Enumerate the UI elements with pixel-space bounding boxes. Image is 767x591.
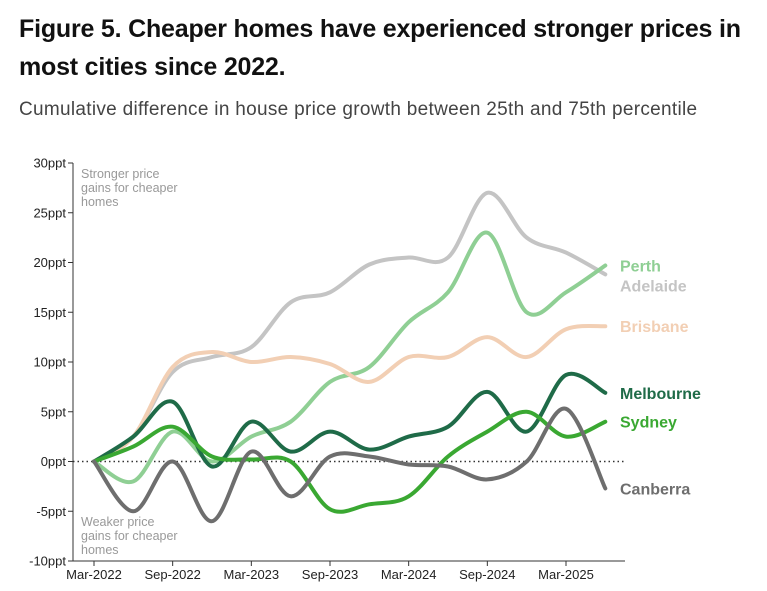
x-tick-label-sep-2024: Sep-2024 (459, 567, 515, 582)
series-line-canberra (92, 406, 608, 524)
y-tick-label-30ppt: 30ppt (33, 156, 66, 171)
y-tick-label-0ppt: 0ppt (41, 454, 67, 469)
figure-title: Figure 5. Cheaper homes have experienced… (19, 15, 741, 81)
annotation-top-line-2: gains for cheaper (81, 181, 178, 195)
x-tick-label-mar-2022: Mar-2022 (66, 567, 122, 582)
series-label-adelaide: Adelaide (620, 278, 687, 295)
y-tick-label-15ppt: 15ppt (33, 305, 66, 320)
y-tick-label-25ppt: 25ppt (33, 205, 66, 220)
annotation-top-line-1: Stronger price (81, 167, 160, 181)
y-tick-label-5ppt: 5ppt (41, 404, 67, 419)
y-tick-label-10ppt: -10ppt (29, 554, 66, 569)
y-tick-label-10ppt: 10ppt (33, 355, 66, 370)
y-tick-label-20ppt: 20ppt (33, 255, 66, 270)
series-label-perth: Perth (620, 258, 661, 275)
series-line-brisbane (92, 323, 608, 464)
series-label-sydney: Sydney (620, 415, 677, 432)
series-line-perth (92, 230, 608, 485)
chart-subtitle: Cumulative difference in house price gro… (19, 99, 698, 120)
annotation-bottom-line-3: homes (81, 543, 119, 557)
x-tick-label-mar-2023: Mar-2023 (224, 567, 280, 582)
series-labels: Perth Adelaide Brisbane Melbourne Sydney Canb… (620, 258, 701, 498)
series-line-adelaide (92, 190, 608, 464)
series-line-sydney (92, 409, 608, 514)
series-label-canberra: Canberra (620, 481, 690, 498)
x-tick-label-sep-2022: Sep-2022 (144, 567, 200, 582)
series-group (92, 190, 608, 524)
x-tick-label-mar-2025: Mar-2025 (538, 567, 594, 582)
series-label-melbourne: Melbourne (620, 386, 701, 403)
annotation-top-line-3: homes (81, 195, 119, 209)
y-tick-label-5ppt: -5ppt (36, 504, 66, 519)
annotation-bottom-line-2: gains for cheaper (81, 529, 178, 543)
axes: -10ppt -5ppt 0ppt 5ppt 10ppt 15ppt 20ppt 25ppt 3… (29, 156, 625, 582)
x-tick-label-sep-2023: Sep-2023 (302, 567, 358, 582)
x-tick-label-mar-2024: Mar-2024 (381, 567, 437, 582)
annotation-bottom-line-1: Weaker price (81, 515, 154, 529)
series-line-melbourne (92, 371, 608, 469)
series-label-brisbane: Brisbane (620, 319, 689, 336)
